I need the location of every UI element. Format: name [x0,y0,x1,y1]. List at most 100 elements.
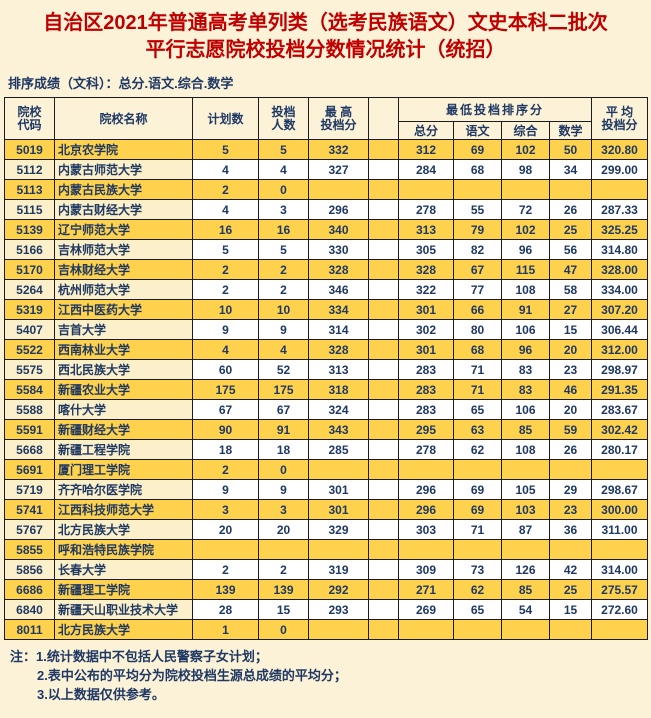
col-min-chinese: 71 [453,379,502,400]
col-name: 北方民族大学 [54,519,193,540]
col-avg: 328.00 [591,259,649,280]
table-row: 5112 内蒙古师范大学 4 4 327 284 68 98 34 299.00 [4,159,649,180]
col-min-math [548,619,593,640]
table-row: 5719 齐齐哈尔医学院 9 9 301 296 69 105 29 298.67 [4,479,649,500]
col-min-total: 269 [398,599,454,620]
col-code: 5767 [4,519,55,540]
col-code: 5719 [4,479,55,500]
col-max: 319 [308,559,369,580]
col-min-total: 312 [398,139,454,160]
col-avg: 280.17 [591,439,649,460]
col-spacer [368,359,399,380]
col-min-total: 301 [398,339,454,360]
col-plan: 4 [192,159,259,180]
col-name: 新疆财经大学 [54,419,193,440]
col-name: 吉林师范大学 [54,239,193,260]
col-avg: 298.97 [591,359,649,380]
col-min-comprehensive: 96 [501,339,550,360]
col-avg: 314.80 [591,239,649,260]
col-filed: 5 [258,139,309,160]
col-plan: 9 [192,479,259,500]
table-row: 6840 新疆天山职业技术大学 28 15 293 269 65 54 15 272.60 [4,599,649,620]
col-avg: 334.00 [591,279,649,300]
col-max: 293 [308,599,369,620]
col-min-math: 20 [548,339,593,360]
col-min-chinese: 62 [453,439,502,460]
col-plan: 2 [192,259,259,280]
col-avg: 283.67 [591,399,649,420]
page-title-line1: 自治区2021年普通高考单列类（选考民族语文）文史本科二批次 [43,12,608,34]
col-max: 296 [308,199,369,220]
col-name: 长春大学 [54,559,193,580]
col-min-chinese [453,539,502,560]
col-min-comprehensive: 102 [501,219,550,240]
col-name: 杭州师范大学 [54,279,193,300]
col-avg: 298.67 [591,479,649,500]
col-plan: 2 [192,179,259,200]
note-line: 2.表中公布的平均分为院校投档生源总成绩的平均分； [37,668,347,683]
col-min-total: 302 [398,319,454,340]
col-filed: 2 [258,259,309,280]
col-code: 5691 [4,459,55,480]
col-min-total: 305 [398,239,454,260]
table-row: 5113 内蒙古民族大学 2 0 [4,179,649,200]
col-min-chinese: 55 [453,199,502,220]
col-max: 285 [308,439,369,460]
col-name: 新疆工程学院 [54,439,193,460]
col-code: 5166 [4,239,55,260]
col-min-total: 283 [398,379,454,400]
col-min-total: 322 [398,279,454,300]
col-min-math: 23 [548,499,593,520]
col-code: 5112 [4,159,55,180]
col-spacer [368,579,399,600]
col-code: 5264 [4,279,55,300]
col-filed: 3 [258,199,309,220]
note-item: 1.统计数据中不包括人民警察子女计划； [36,649,268,664]
col-spacer [368,219,399,240]
col-code: 5019 [4,139,55,160]
col-avg: 272.60 [591,599,649,620]
notes: 注：1.统计数据中不包括人民警察子女计划； 2.表中公布的平均分为院校投档生源总… [10,647,647,704]
table-row: 5264 杭州师范大学 2 2 346 322 77 108 58 334.00 [4,279,649,300]
col-min-total [398,619,454,640]
col-max: 343 [308,419,369,440]
col-min-total [398,179,454,200]
table-header: 院校 代码 院校名称 计划数 投档 人数 最 高 投档分 最低投档排序分 平 均… [4,97,649,140]
col-filed: 15 [258,599,309,620]
col-min-comprehensive: 103 [501,499,550,520]
col-min-total: 301 [398,299,454,320]
col-max: 327 [308,159,369,180]
col-max: 301 [308,499,369,520]
col-name: 齐齐哈尔医学院 [54,479,193,500]
col-min-total [398,539,454,560]
col-name: 呼和浩特民族学院 [54,539,193,560]
col-filed: 4 [258,339,309,360]
col-filed: 0 [258,459,309,480]
col-min-total: 328 [398,259,454,280]
col-spacer [368,419,399,440]
col-min-chinese [453,459,502,480]
col-max: 328 [308,339,369,360]
col-avg: 299.00 [591,159,649,180]
col-min-chinese: 65 [453,599,502,620]
col-avg: 291.35 [591,379,649,400]
col-filed: 9 [258,319,309,340]
col-avg: 320.80 [591,139,649,160]
col-min-total [398,459,454,480]
col-min-total: 296 [398,499,454,520]
col-min-math: 26 [548,199,593,220]
col-plan: 4 [192,199,259,220]
col-plan: 2 [192,279,259,300]
col-spacer [368,299,399,320]
col-min-total: 303 [398,519,454,540]
col-min-comprehensive: 102 [501,139,550,160]
sort-rule-subtitle: 排序成绩（文科）：总分.语文.综合.数学 [8,76,234,91]
note-line: 注：1.统计数据中不包括人民警察子女计划； [10,647,647,666]
note-line: 3.以上数据仅供参考。 [37,687,165,702]
col-code: 5113 [4,179,55,200]
table-row: 5767 北方民族大学 20 20 329 303 71 87 36 311.00 [4,519,649,540]
col-min-chinese [453,619,502,640]
col-spacer [368,239,399,260]
col-min-comprehensive [501,619,550,640]
